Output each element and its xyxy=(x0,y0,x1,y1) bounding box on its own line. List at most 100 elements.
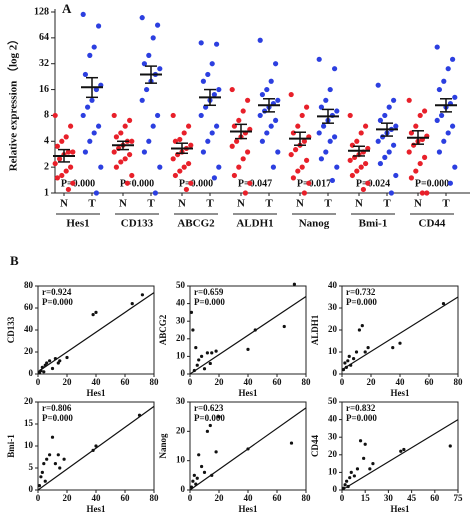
data-point xyxy=(382,154,388,160)
data-point xyxy=(441,78,447,84)
data-point xyxy=(68,123,74,129)
r-value: r=0.732 xyxy=(346,287,376,297)
y-tick-label: 10 xyxy=(24,440,34,450)
data-point xyxy=(391,142,397,148)
data-point xyxy=(316,130,322,136)
x-axis-label: Hes1 xyxy=(391,504,410,514)
y-tick-label: 40 xyxy=(328,414,338,424)
data-point xyxy=(354,350,359,354)
data-point xyxy=(422,108,428,114)
p-value: P=0.047 xyxy=(238,178,272,189)
group-label: Hes1 xyxy=(66,218,89,230)
data-point xyxy=(354,138,360,144)
x-tick-label: T xyxy=(324,198,332,210)
x-axis-label: Hes1 xyxy=(391,388,410,398)
data-point xyxy=(316,56,322,62)
y-tick-label: 128 xyxy=(34,6,49,17)
x-tick-label: 40 xyxy=(244,493,254,503)
data-point xyxy=(127,117,133,124)
data-point xyxy=(65,149,71,155)
x-axis-label: Hes1 xyxy=(87,388,106,398)
data-point xyxy=(253,328,257,332)
data-point xyxy=(273,61,279,67)
y-tick-label: 50 xyxy=(328,396,338,406)
data-point xyxy=(122,156,128,162)
y-tick-label: 0 xyxy=(181,484,186,494)
data-point xyxy=(380,134,386,140)
x-tick-label: 40 xyxy=(396,377,406,387)
data-point xyxy=(58,466,62,470)
data-point xyxy=(441,302,446,306)
y-axis-label: Nanog xyxy=(158,433,168,459)
data-point xyxy=(87,52,93,58)
data-point xyxy=(329,177,335,184)
data-point xyxy=(211,91,217,98)
y-tick-label: 5 xyxy=(29,462,34,472)
x-tick-label: 80 xyxy=(302,377,312,387)
x-tick-label: N xyxy=(414,198,422,210)
y-tick-label: 10 xyxy=(176,350,186,360)
data-point xyxy=(264,130,270,136)
data-point xyxy=(209,130,215,136)
p-value: P=0.000 xyxy=(415,178,449,189)
data-point xyxy=(399,449,403,453)
panel-label: B xyxy=(10,253,19,268)
x-tick-label: 60 xyxy=(121,493,131,503)
data-point xyxy=(358,164,364,170)
data-point xyxy=(268,78,274,84)
y-tick-label: 2 xyxy=(44,161,49,172)
y-axis-label: CD133 xyxy=(6,316,16,343)
data-point xyxy=(318,156,324,162)
data-point xyxy=(301,190,307,196)
group-label: CD133 xyxy=(121,218,154,230)
data-point xyxy=(181,130,187,136)
data-point xyxy=(304,104,310,110)
y-axis-label: ALDH1 xyxy=(310,314,320,345)
x-tick-label: N xyxy=(119,198,127,210)
data-point xyxy=(194,482,198,486)
r-value: r=0.623 xyxy=(194,403,224,413)
data-point xyxy=(299,164,305,170)
data-point xyxy=(40,365,44,369)
x-tick-label: 0 xyxy=(36,377,41,387)
data-point xyxy=(214,123,220,129)
data-point xyxy=(375,138,381,144)
data-point xyxy=(439,112,445,119)
data-point xyxy=(200,354,204,358)
data-point xyxy=(445,66,451,72)
data-point xyxy=(200,464,204,469)
y-tick-label: 20 xyxy=(328,324,338,334)
x-tick-label: T xyxy=(88,198,96,210)
data-point xyxy=(240,156,246,162)
y-tick-label: 10 xyxy=(328,346,338,356)
data-point xyxy=(194,346,198,350)
data-point xyxy=(245,97,251,103)
data-point xyxy=(450,123,456,129)
p-value: P=0.000 xyxy=(42,413,73,423)
p-value: P=0.000 xyxy=(42,297,73,307)
data-point xyxy=(96,123,102,129)
y-tick-label: 40 xyxy=(176,298,186,308)
x-tick-label: T xyxy=(442,198,450,210)
data-point xyxy=(197,358,201,362)
data-point xyxy=(214,41,220,47)
y-tick-label: 40 xyxy=(328,280,338,290)
x-tick-label: N xyxy=(60,198,68,210)
data-point xyxy=(349,142,355,148)
x-tick-label: 80 xyxy=(150,377,160,387)
data-point xyxy=(205,71,211,78)
data-point xyxy=(434,44,440,50)
data-point xyxy=(365,145,371,152)
data-point xyxy=(65,355,69,360)
r-value: r=0.924 xyxy=(42,287,72,297)
data-point xyxy=(348,476,352,480)
data-point xyxy=(197,453,201,457)
data-point xyxy=(122,123,128,129)
data-point xyxy=(205,138,211,144)
data-point xyxy=(323,149,329,155)
data-point xyxy=(245,149,251,155)
x-tick-label: 0 xyxy=(36,493,41,503)
data-point xyxy=(299,112,305,119)
data-point xyxy=(327,86,333,93)
y-tick-label: 0 xyxy=(181,368,186,378)
